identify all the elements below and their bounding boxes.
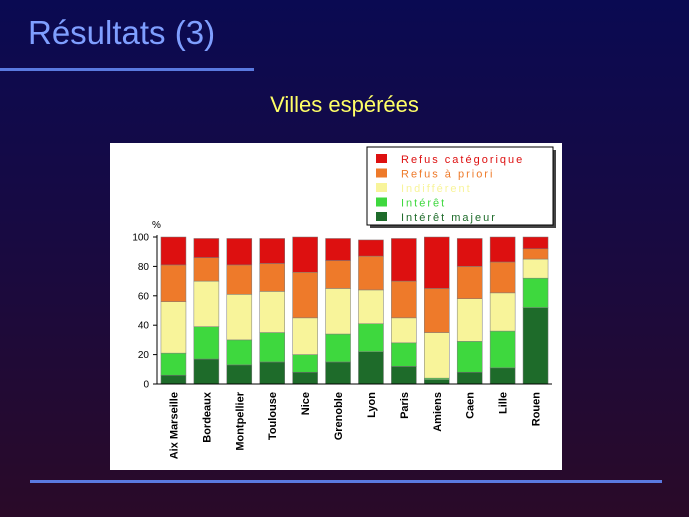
bar-amiens-indifferent [424, 332, 450, 379]
legend-entry: Intérêt majeur [401, 212, 497, 224]
legend-entry: Refus catégorique [401, 154, 524, 166]
bar-grenoble-refus-categorique [325, 238, 351, 261]
x-tick-label: Amiens [432, 392, 444, 432]
bar-aix-marseille-indifferent [160, 301, 187, 354]
bar-bordeaux-interet [193, 326, 220, 360]
bar-caen-interet-majeur [456, 371, 483, 385]
bar-nice-interet [292, 354, 318, 373]
legend-entry: Intérêt [401, 198, 446, 210]
bar-aix-marseille-interet-majeur [160, 374, 187, 385]
bar-grenoble-refus-a-priori [325, 260, 351, 289]
bar-montpellier-refus-categorique [226, 238, 253, 266]
x-tick-label: Caen [465, 392, 477, 419]
bar-aix-marseille-refus-categorique [160, 236, 187, 266]
legend-entry: Refus à priori [401, 169, 494, 181]
slide-title: Résultats (3) [28, 14, 216, 51]
bar-bordeaux-indifferent [193, 280, 220, 327]
bar-caen-refus-categorique [456, 238, 483, 267]
legend-swatch [376, 197, 387, 207]
legend [366, 146, 554, 226]
bar-montpellier-interet-majeur [226, 364, 253, 385]
legend-swatch [376, 168, 387, 178]
bar-paris-interet-majeur [391, 366, 417, 385]
x-tick-label: Bordeaux [201, 391, 213, 443]
bar-montpellier-refus-a-priori [226, 264, 253, 295]
bar-lille-interet [489, 330, 516, 369]
x-tick-label: Rouen [531, 392, 543, 427]
bar-lyon-interet [358, 323, 384, 352]
bar-montpellier-indifferent [226, 294, 253, 341]
bar-paris-interet [391, 342, 417, 367]
y-tick-label: 60 [138, 291, 150, 302]
bar-paris-refus-a-priori [391, 280, 417, 319]
bar-grenoble-interet-majeur [325, 361, 351, 385]
bar-lille-refus-a-priori [489, 261, 516, 294]
bottom-divider [30, 480, 662, 483]
x-tick-label: Lille [498, 392, 510, 414]
legend-entry: Indifférent [401, 183, 472, 195]
bar-rouen-refus-categorique [522, 236, 549, 250]
x-tick-label: Toulouse [267, 392, 279, 440]
x-tick-label: Montpellier [234, 391, 246, 450]
chart-title: Villes espérées [270, 92, 419, 117]
y-tick-label: 20 [138, 350, 150, 361]
x-tick-label: Lyon [366, 392, 378, 418]
bar-caen-indifferent [456, 298, 483, 342]
bar-rouen-refus-a-priori [522, 248, 549, 260]
y-axis-label: % [152, 220, 161, 231]
bar-bordeaux-interet-majeur [193, 358, 220, 385]
bar-paris-indifferent [391, 317, 417, 344]
y-tick-label: 0 [143, 380, 149, 391]
bar-lille-refus-categorique [489, 236, 516, 263]
x-tick-label: Aix Marseille [168, 392, 180, 459]
legend-swatch [376, 212, 387, 221]
bar-lyon-indifferent [358, 289, 384, 324]
bar-lyon-refus-a-priori [358, 255, 384, 291]
bar-rouen-indifferent [522, 258, 549, 279]
bar-paris-refus-categorique [391, 238, 417, 282]
y-tick-label: 40 [138, 321, 150, 332]
bar-caen-refus-a-priori [456, 266, 483, 299]
bar-toulouse-refus-categorique [259, 238, 285, 264]
bar-rouen-interet-majeur [522, 307, 549, 385]
bar-toulouse-refus-a-priori [259, 263, 285, 292]
bar-nice-refus-categorique [292, 236, 318, 273]
bar-bordeaux-refus-a-priori [193, 257, 220, 282]
title-underline [0, 68, 254, 71]
bar-montpellier-interet [226, 339, 253, 366]
bar-grenoble-indifferent [325, 288, 351, 335]
bar-caen-interet [456, 341, 483, 373]
bar-lyon-refus-categorique [358, 239, 384, 257]
x-tick-label: Nice [300, 392, 312, 415]
bar-toulouse-interet [259, 332, 285, 363]
bar-lille-interet-majeur [489, 367, 516, 385]
bar-grenoble-interet [325, 333, 351, 363]
bar-rouen-interet [522, 277, 549, 308]
x-tick-label: Grenoble [333, 392, 345, 440]
bar-toulouse-interet-majeur [259, 361, 285, 385]
bar-amiens-refus-categorique [424, 236, 450, 289]
bar-toulouse-indifferent [259, 291, 285, 333]
legend-swatch [376, 183, 387, 192]
stacked-bar-chart: % 0 20 40 60 80 100 Aix Marseille Bordeaux Montpe… [132, 146, 556, 459]
y-tick-label: 100 [132, 233, 149, 244]
bar-amiens-interet-majeur [424, 379, 450, 385]
bar-aix-marseille-interet [160, 352, 187, 376]
bar-lyon-interet-majeur [358, 351, 384, 385]
bar-bordeaux-refus-categorique [193, 238, 220, 258]
bar-aix-marseille-refus-a-priori [160, 264, 187, 302]
bar-amiens-refus-a-priori [424, 288, 450, 333]
bar-lille-indifferent [489, 292, 516, 332]
chart-panel: % 0 20 40 60 80 100 Aix Marseille Bordeaux Montpe… [110, 143, 562, 470]
bar-nice-indifferent [292, 317, 318, 355]
x-tick-label: Paris [399, 392, 411, 419]
bar-nice-refus-a-priori [292, 272, 318, 319]
legend-swatch [376, 154, 387, 163]
bar-nice-interet-majeur [292, 371, 318, 385]
y-tick-label: 80 [138, 262, 150, 273]
